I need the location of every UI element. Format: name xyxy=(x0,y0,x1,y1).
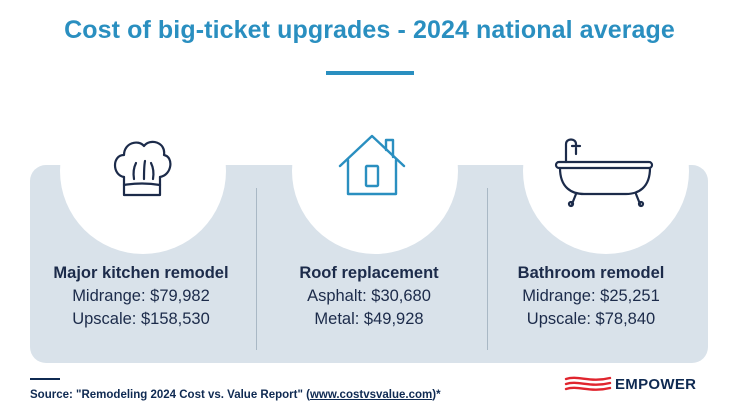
source-link[interactable]: www.costvsvalue.com xyxy=(309,389,433,401)
icon-circle xyxy=(523,88,689,254)
card-line: Metal: $49,928 xyxy=(314,310,424,328)
page-title: Cost of big-ticket upgrades - 2024 natio… xyxy=(64,16,675,44)
source-suffix: )* xyxy=(432,389,441,401)
card-kitchen: Major kitchen remodel Midrange: $79,982 … xyxy=(28,262,254,331)
chef-hat-icon xyxy=(113,140,172,197)
source-prefix: Source: "Remodeling 2024 Cost vs. Value … xyxy=(30,389,310,401)
card-line: Midrange: $25,251 xyxy=(522,287,660,305)
card-line: Upscale: $78,840 xyxy=(526,310,656,328)
icon-circle xyxy=(292,88,458,254)
card-divider xyxy=(256,188,257,350)
card-title: Roof replacement xyxy=(299,264,439,282)
title-underline xyxy=(326,71,414,75)
empower-logo: EMPOWER xyxy=(564,372,696,396)
card-line: Upscale: $158,530 xyxy=(72,310,210,328)
flag-stripes-icon xyxy=(564,376,612,391)
icon-circle xyxy=(60,88,226,254)
card-line: Midrange: $79,982 xyxy=(72,287,210,305)
card-bathroom: Bathroom remodel Midrange: $25,251 Upsca… xyxy=(478,262,704,331)
footer-rule xyxy=(30,378,60,380)
house-icon xyxy=(338,134,406,196)
card-title: Bathroom remodel xyxy=(517,264,665,282)
card-divider xyxy=(487,188,488,350)
brand-name: EMPOWER xyxy=(615,375,697,393)
card-roof: Roof replacement Asphalt: $30,680 Metal:… xyxy=(256,262,482,331)
source-note: Source: "Remodeling 2024 Cost vs. Value … xyxy=(30,389,441,401)
card-line: Asphalt: $30,680 xyxy=(307,287,431,305)
card-title: Major kitchen remodel xyxy=(53,264,229,282)
bathtub-icon xyxy=(554,138,654,208)
